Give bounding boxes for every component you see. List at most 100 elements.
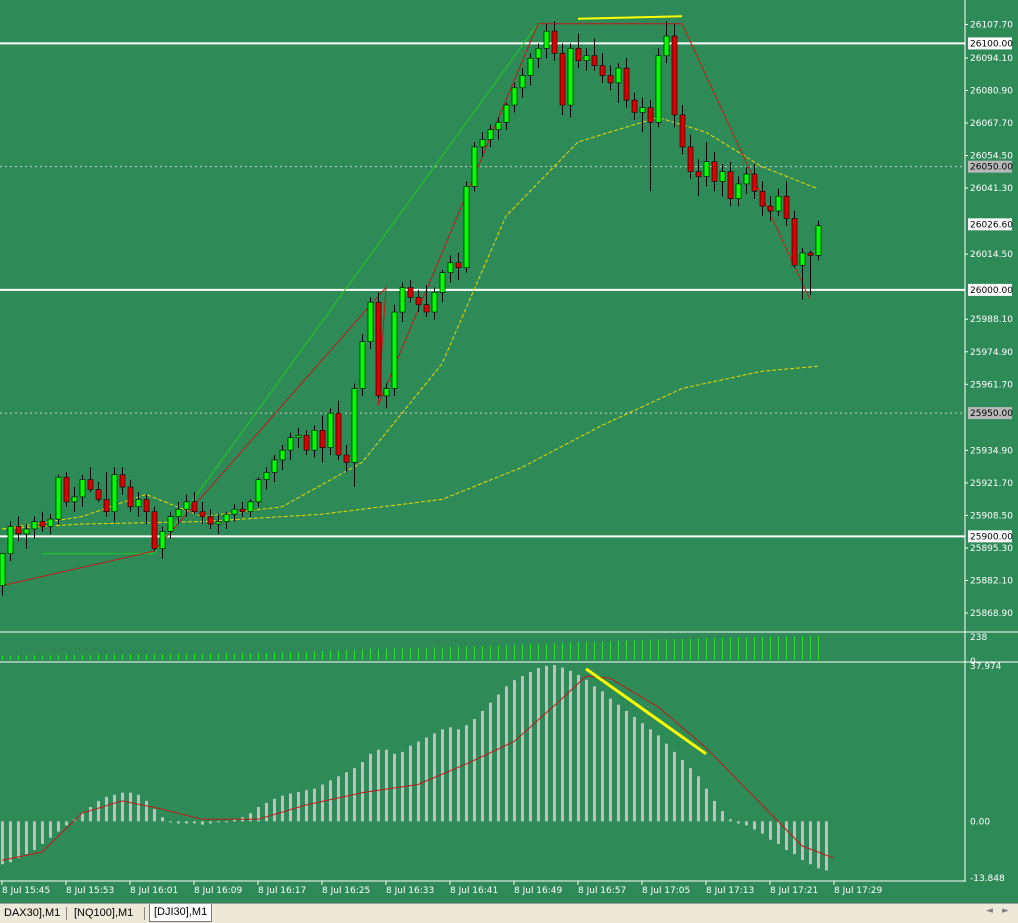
scroll-left-icon[interactable]: ◄ <box>986 906 993 916</box>
oscillator-bar <box>545 665 548 822</box>
candle-body <box>407 287 414 298</box>
oscillator-tick-label: 0.00 <box>970 817 990 827</box>
candle-body <box>479 139 486 148</box>
oscillator-bar <box>33 821 36 850</box>
candle-body <box>383 388 390 397</box>
price-tick-label: 25921.70 <box>970 479 1013 489</box>
oscillator-bar <box>769 821 772 840</box>
time-tick-label: 8 Jul 16:33 <box>386 886 434 896</box>
candle-body <box>303 434 310 451</box>
oscillator-bar <box>505 686 508 822</box>
candle-body <box>591 55 598 66</box>
oscillator-bar <box>801 821 804 861</box>
level-label: 25900.00 <box>970 532 1013 542</box>
candle-body <box>503 104 510 123</box>
oscillator-bar <box>329 780 332 822</box>
oscillator-bar <box>537 667 540 822</box>
candle-body <box>239 508 246 513</box>
oscillator-bar <box>721 811 724 822</box>
candle-body <box>335 412 342 456</box>
candle-body <box>183 501 190 510</box>
oscillator-bar <box>201 821 204 825</box>
oscillator-bar <box>193 821 196 824</box>
oscillator-highlight-line <box>585 667 707 756</box>
oscillator-bar <box>377 749 380 822</box>
oscillator-bar <box>665 743 668 822</box>
level-label: 25950.00 <box>970 409 1013 419</box>
time-tick-label: 8 Jul 15:53 <box>66 886 114 896</box>
candle-body <box>111 474 118 513</box>
candle-body <box>615 67 622 84</box>
candle-body <box>319 430 326 448</box>
candle-body <box>0 553 6 586</box>
oscillator-bar <box>457 729 460 822</box>
highlight-top-line <box>577 15 683 20</box>
oscillator-bar <box>361 762 364 822</box>
candle-body <box>191 501 198 513</box>
candle-body <box>751 173 758 192</box>
oscillator-bar <box>529 672 532 822</box>
price-tick-label: 25895.30 <box>970 544 1013 554</box>
time-tick-label: 8 Jul 16:17 <box>258 886 306 896</box>
oscillator-bar <box>281 795 284 822</box>
oscillator-bar <box>97 800 100 822</box>
candle-body <box>63 476 70 503</box>
level-label-box <box>968 283 1012 296</box>
candle-body <box>527 57 534 76</box>
candle-body <box>119 474 126 488</box>
candle-body <box>463 186 470 269</box>
oscillator-bar <box>321 784 324 822</box>
candle-body <box>687 146 694 172</box>
price-tick-label: 25988.10 <box>970 315 1013 325</box>
time-tick-label: 8 Jul 16:25 <box>322 886 370 896</box>
candle-body <box>775 195 782 212</box>
level-label: 26026.60 <box>970 220 1013 230</box>
oscillator-bar <box>521 676 524 822</box>
oscillator-bar <box>337 776 340 822</box>
oscillator-bar <box>89 807 92 822</box>
candle-body <box>559 52 566 106</box>
oscillator-bar <box>809 821 812 865</box>
oscillator-bar <box>561 667 564 822</box>
oscillator-bar <box>1 821 4 865</box>
tab-dji30[interactable]: [DJI30],M1 <box>149 904 213 922</box>
scroll-right-icon[interactable]: ► <box>1002 906 1009 916</box>
candle-body <box>71 496 78 503</box>
oscillator-bar <box>641 723 644 822</box>
candle-body <box>583 55 590 61</box>
price-tick-label: 26067.70 <box>970 119 1013 129</box>
oscillator-bar <box>745 821 748 826</box>
price-tick-label: 26094.10 <box>970 54 1013 64</box>
candlestick-chart[interactable]: 26107.70 26094.10 26080.90 26067.70 26054.50… <box>0 0 1018 903</box>
oscillator-bar <box>265 802 268 822</box>
oscillator-bar <box>81 813 84 822</box>
candle-body <box>679 114 686 148</box>
candle-body <box>207 516 214 525</box>
level-label: 26050.00 <box>970 163 1013 173</box>
price-tick-label: 26107.70 <box>970 20 1013 30</box>
oscillator-bar <box>305 790 308 822</box>
candle-body <box>151 511 158 549</box>
price-tick-label: 25974.90 <box>970 348 1013 358</box>
oscillator-bar <box>585 679 588 822</box>
oscillator-bar <box>185 821 188 824</box>
tab-nq100[interactable]: [NQ100],M1 <box>74 907 134 919</box>
oscillator-bar <box>465 725 468 822</box>
oscillator-bar <box>825 821 828 871</box>
tab-dax30[interactable]: DAX30],M1 <box>4 907 61 919</box>
candle-body <box>223 513 230 522</box>
chart-tab-bar: DAX30],M1 [NQ100],M1 [DJI30],M1 ◄ ► <box>0 903 1018 923</box>
candle-body <box>807 252 814 256</box>
oscillator-bar <box>497 694 500 822</box>
candle-body <box>367 301 374 342</box>
candle-body <box>143 499 150 513</box>
oscillator-bar <box>617 704 620 822</box>
candle-body <box>375 301 382 397</box>
candle-body <box>783 195 790 219</box>
candle-body <box>711 161 718 182</box>
candle-body <box>95 489 102 500</box>
candle-body <box>607 75 614 84</box>
oscillator-bar <box>121 792 124 822</box>
oscillator-bar <box>41 821 44 844</box>
time-tick-label: 8 Jul 16:49 <box>514 886 563 896</box>
